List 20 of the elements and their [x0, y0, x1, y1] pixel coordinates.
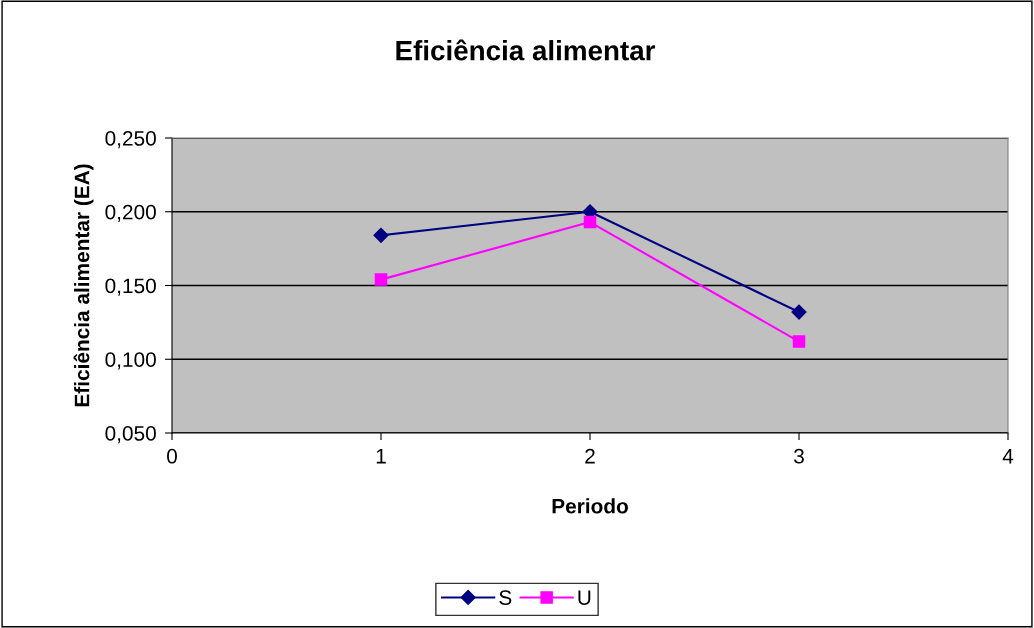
y-tick-label: 0,200	[105, 204, 156, 222]
x-tick-label: 1	[376, 449, 386, 464]
x-axis-title: Periodo	[552, 498, 628, 514]
y-tick-label: 0,250	[105, 131, 156, 149]
x-tick-label: 4	[1002, 449, 1014, 464]
y-axis-title: Eficiência alimentar (EA)	[73, 164, 94, 407]
point	[374, 273, 388, 286]
y-tick-label: 0,050	[105, 426, 156, 444]
point	[583, 215, 597, 229]
point	[792, 335, 806, 348]
y-tick-label: 0,150	[105, 278, 156, 296]
point	[373, 227, 389, 243]
x-tick-label: 3	[794, 448, 804, 464]
x-tick-label: 0	[167, 448, 177, 464]
point	[791, 304, 807, 320]
y-tick-label: 0,100	[105, 352, 156, 370]
legend-label: S	[499, 590, 512, 605]
chart-title: Eficiência alimentar	[396, 39, 656, 61]
x-tick-label: 2	[585, 448, 595, 464]
legend-label: U	[578, 590, 591, 605]
